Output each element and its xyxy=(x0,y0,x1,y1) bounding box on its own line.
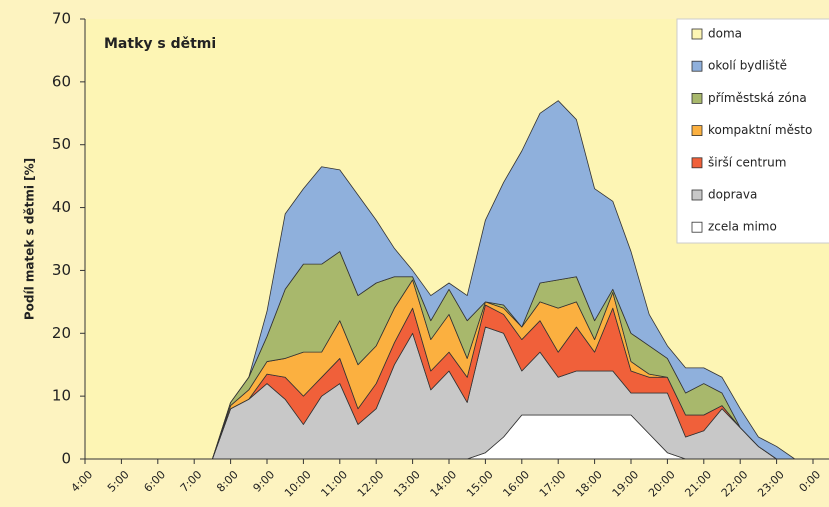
y-axis-label: Podíl matek s dětmi [%] xyxy=(23,158,37,320)
legend-label: okolí bydliště xyxy=(708,59,787,73)
legend-swatch xyxy=(691,28,703,40)
y-tick-label: 30 xyxy=(52,261,71,279)
y-tick-label: 50 xyxy=(52,135,71,153)
chart-title: Matky s dětmi xyxy=(104,36,216,52)
legend-swatch xyxy=(691,60,703,72)
legend-label: příměstská zóna xyxy=(708,91,807,105)
legend-label: širší centrum xyxy=(708,155,786,169)
y-tick-label: 40 xyxy=(52,198,71,216)
legend-label: kompaktní město xyxy=(708,123,812,137)
y-tick-label: 10 xyxy=(52,387,71,405)
legend-swatch xyxy=(691,189,703,201)
legend: doma okolí bydliště příměstská zóna kompakt… xyxy=(676,18,829,244)
y-tick-label: 70 xyxy=(52,10,71,28)
legend-label: doma xyxy=(708,27,742,41)
legend-label: zcela mimo xyxy=(708,220,777,234)
y-tick-label: 0 xyxy=(61,450,71,468)
y-tick-label: 60 xyxy=(52,72,71,90)
legend-swatch xyxy=(691,125,703,136)
legend-swatch xyxy=(691,93,703,104)
legend-swatch xyxy=(691,221,703,233)
legend-swatch xyxy=(691,157,703,169)
y-tick-label: 20 xyxy=(52,324,71,342)
legend-label: doprava xyxy=(708,188,757,202)
